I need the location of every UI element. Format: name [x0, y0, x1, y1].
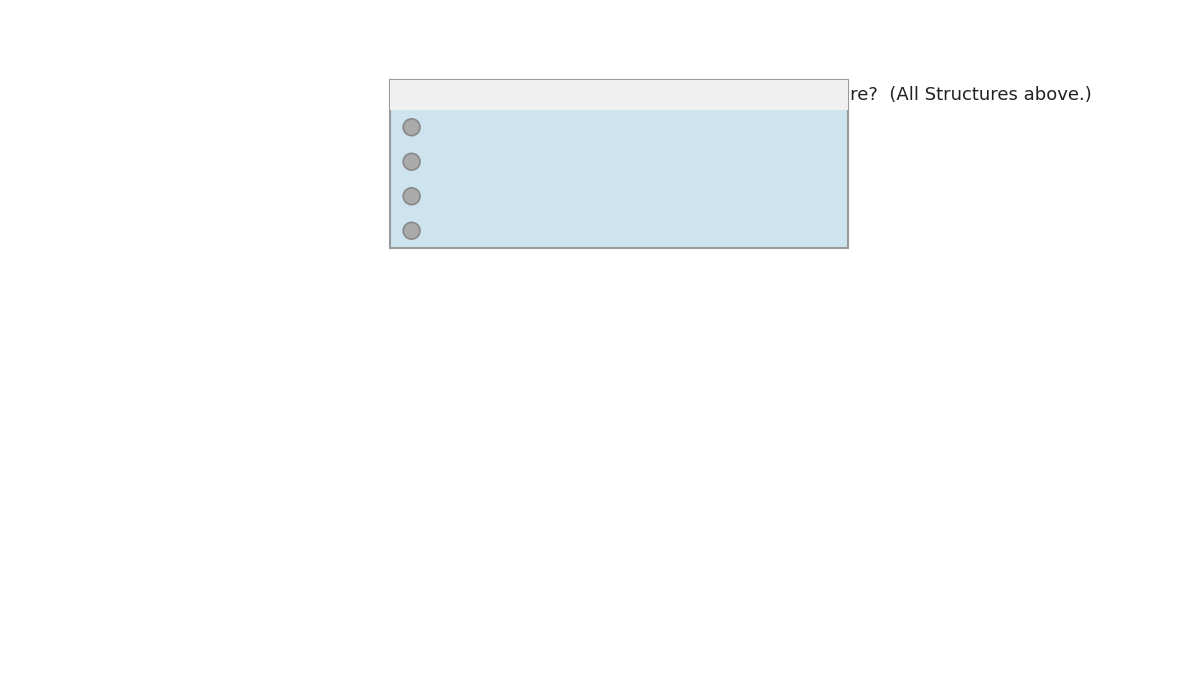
Text: CSO: CSO — [436, 222, 474, 240]
Text: HIGHEST: HIGHEST — [652, 86, 740, 104]
Text: 4: 4 — [468, 125, 476, 138]
Text: 3: 3 — [457, 194, 466, 207]
Text: Which molecule has the: Which molecule has the — [402, 86, 624, 104]
Text: vapor pressure?  (All Structures above.): vapor pressure? (All Structures above.) — [727, 86, 1092, 104]
Text: HCN: HCN — [436, 153, 475, 171]
Text: NH: NH — [436, 187, 463, 205]
Text: CCl: CCl — [436, 118, 466, 136]
